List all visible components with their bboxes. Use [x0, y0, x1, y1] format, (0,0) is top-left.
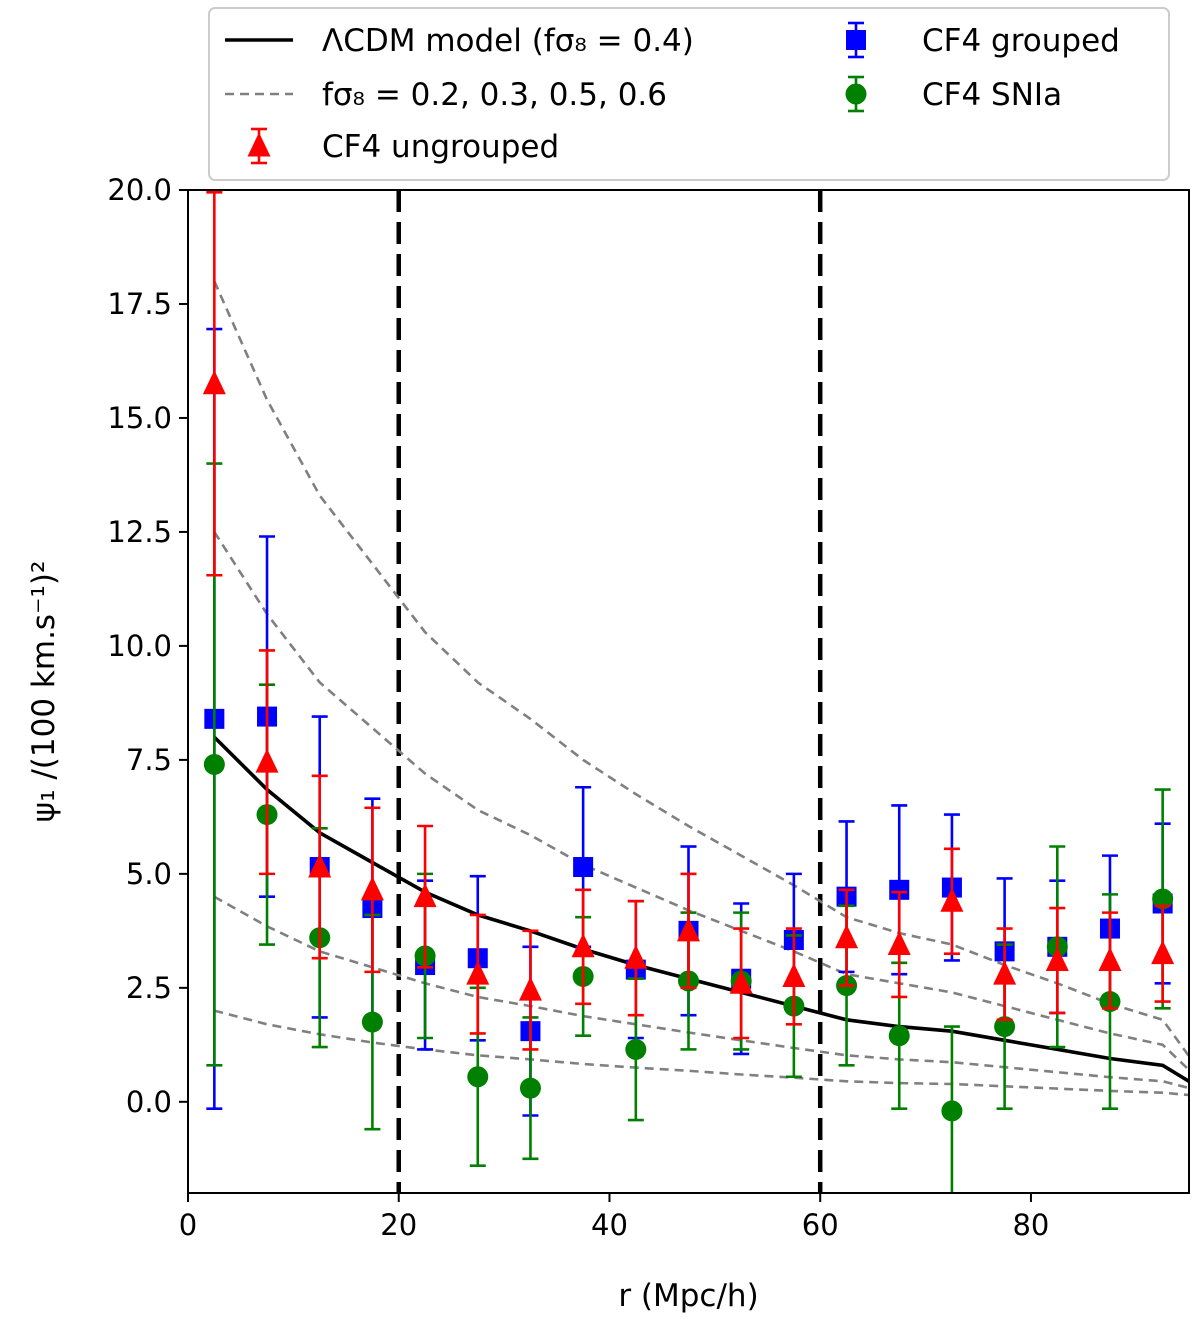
data-point	[202, 370, 226, 395]
data-point	[571, 933, 595, 958]
data-point	[993, 960, 1017, 985]
legend-swatch-cf4-grouped	[846, 21, 866, 59]
series-layer	[202, 190, 1189, 1193]
x-tick-label: 60	[802, 1208, 839, 1242]
legend-label-cf4-ungrouped: CF4 ungrouped	[322, 129, 559, 165]
y-tick-label: 12.5	[107, 515, 172, 549]
data-point	[994, 1016, 1016, 1038]
data-point	[941, 1100, 963, 1122]
data-point	[887, 931, 911, 956]
data-point	[466, 960, 490, 985]
data-point	[255, 748, 279, 773]
y-tick-label: 0.0	[126, 1085, 172, 1119]
series-cf4-ungrouped	[202, 190, 1175, 1051]
data-point	[203, 753, 225, 775]
data-point	[413, 883, 437, 908]
data-point	[888, 1025, 910, 1047]
y-tick-label: 7.5	[126, 743, 172, 777]
plot-frame	[187, 189, 1190, 1194]
legend-label-cf4-grouped: CF4 grouped	[922, 23, 1120, 59]
x-tick-label: 80	[1012, 1208, 1049, 1242]
legend-marker	[247, 132, 271, 157]
data-point	[677, 917, 700, 942]
y-tick-label: 5.0	[126, 857, 172, 891]
data-point	[467, 1066, 489, 1088]
legend-marker	[846, 30, 866, 50]
legend-swatch-cf4-snia	[845, 75, 867, 113]
data-point	[519, 1077, 541, 1099]
data-point	[1045, 946, 1069, 971]
legend-box	[208, 7, 1170, 181]
y-tick-label: 15.0	[107, 401, 172, 435]
legend-swatch-cf4-ungrouped	[247, 127, 271, 165]
legend: ΛCDM model (fσ₈ = 0.4) fσ₈ = 0.2, 0.3, 0.…	[208, 7, 1170, 181]
legend-label-cf4-snia: CF4 SNIa	[922, 77, 1062, 113]
x-tick-label: 20	[380, 1208, 417, 1242]
legend-label-lcdm: ΛCDM model (fσ₈ = 0.4)	[322, 23, 694, 59]
data-point	[308, 853, 332, 878]
data-point	[729, 969, 753, 994]
y-axis-label: ψ₁ /(100 km.s⁻¹)²	[26, 561, 62, 823]
data-point	[1151, 940, 1175, 965]
data-point	[518, 976, 542, 1001]
data-point	[360, 876, 384, 901]
lcdm-model-line-0	[213, 735, 1189, 1083]
data-point	[1098, 946, 1122, 971]
data-point	[573, 857, 594, 878]
data-point	[889, 879, 910, 900]
axes-layer: 0 20 40 60 80 0.0 2.5 5.0 7.5 10.0 12.5 15.0 17.5 20.…	[26, 173, 1190, 1314]
y-tick-label: 17.5	[107, 287, 172, 321]
dashed-model-line-3	[213, 531, 1189, 1071]
x-tick-label: 40	[591, 1208, 628, 1242]
dashed-model-line-2	[213, 895, 1189, 1090]
x-axis-label: r (Mpc/h)	[618, 1278, 758, 1314]
y-tick-label: 10.0	[107, 629, 172, 663]
dashed-model-line-1	[213, 1009, 1189, 1097]
data-point	[624, 944, 648, 969]
data-point	[835, 924, 859, 949]
dashed-model-line-4	[213, 280, 1189, 1057]
data-point	[361, 1011, 383, 1033]
y-tick-label: 20.0	[107, 173, 172, 207]
y-tick-label: 2.5	[126, 971, 172, 1005]
x-tick-label: 0	[179, 1208, 197, 1242]
data-point	[940, 887, 964, 912]
legend-marker	[845, 83, 867, 105]
data-point	[782, 962, 806, 987]
data-point	[1152, 888, 1174, 910]
legend-label-dashed: fσ₈ = 0.2, 0.3, 0.5, 0.6	[322, 77, 667, 113]
data-point	[625, 1038, 647, 1060]
